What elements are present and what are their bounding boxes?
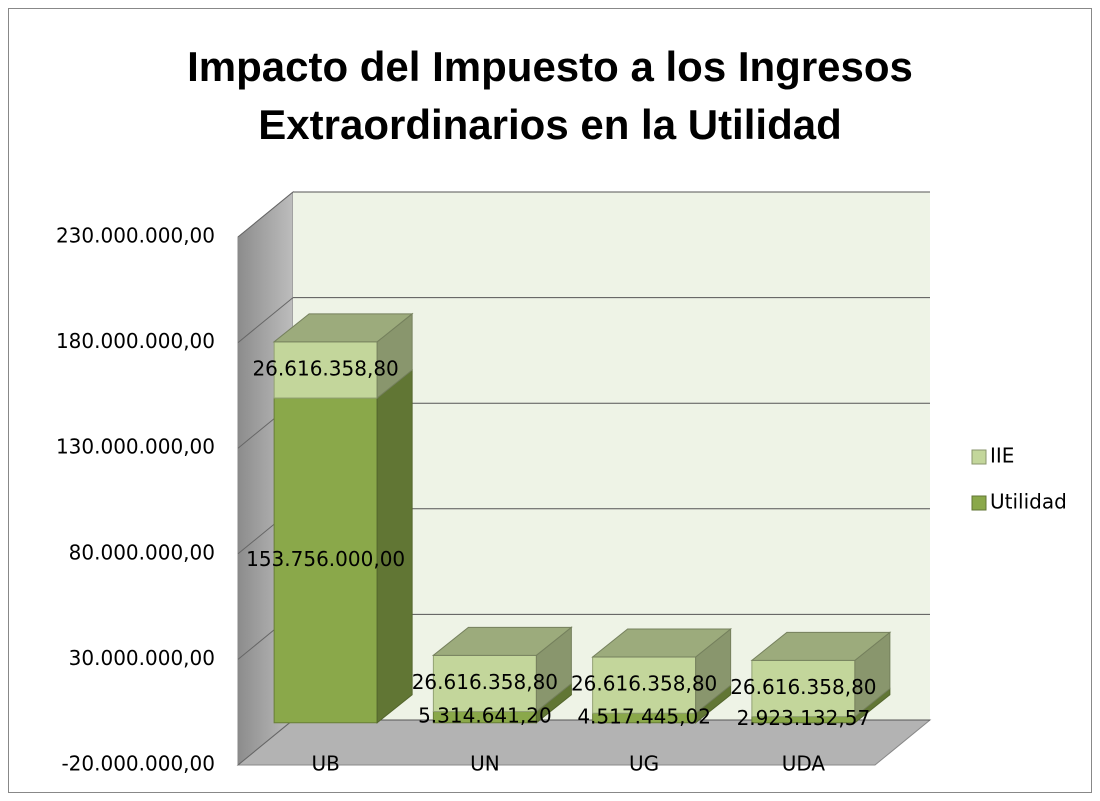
data-label: 2.923.132,57 xyxy=(737,706,871,730)
bar-front xyxy=(592,656,697,714)
bar-top xyxy=(272,313,414,343)
x-tick-label: UG xyxy=(629,752,659,776)
grid-line-side xyxy=(237,719,294,766)
legend-label: Utilidad xyxy=(990,490,1067,514)
data-label: 153.756.000,00 xyxy=(246,547,405,571)
bar-front xyxy=(273,397,378,724)
data-label: 26.616.358,80 xyxy=(252,356,398,380)
data-label: 26.616.358,80 xyxy=(412,670,558,694)
y-tick-label: 130.000.000,00 xyxy=(56,435,215,459)
bar-front xyxy=(273,341,378,399)
back-wall xyxy=(293,192,930,720)
x-tick-label: UDA xyxy=(782,752,826,776)
legend-label: IIE xyxy=(990,444,1014,468)
bar-top xyxy=(750,631,892,661)
chart-frame xyxy=(8,8,1092,793)
y-tick-label: 180.000.000,00 xyxy=(56,329,215,353)
grid-line-side xyxy=(237,191,294,238)
x-tick-label: UN xyxy=(470,752,500,776)
data-label: 26.616.358,80 xyxy=(730,675,876,699)
y-tick-label: -20.000.000,00 xyxy=(61,752,215,776)
data-label: 26.616.358,80 xyxy=(571,672,717,696)
data-label: 5.314.641,20 xyxy=(418,704,552,728)
data-label: 4.517.445,02 xyxy=(577,704,711,728)
bar-top xyxy=(431,626,573,656)
y-tick-label: 80.000.000,00 xyxy=(69,540,215,564)
legend-swatch xyxy=(971,495,987,511)
y-tick-label: 30.000.000,00 xyxy=(69,646,215,670)
legend-swatch xyxy=(971,449,987,465)
y-tick-label: 230.000.000,00 xyxy=(56,224,215,248)
chart-title: Impacto del Impuesto a los Ingresos Extr… xyxy=(187,43,913,148)
x-tick-label: UB xyxy=(311,752,339,776)
bar-top xyxy=(591,628,733,658)
grid-line-side xyxy=(237,297,294,343)
